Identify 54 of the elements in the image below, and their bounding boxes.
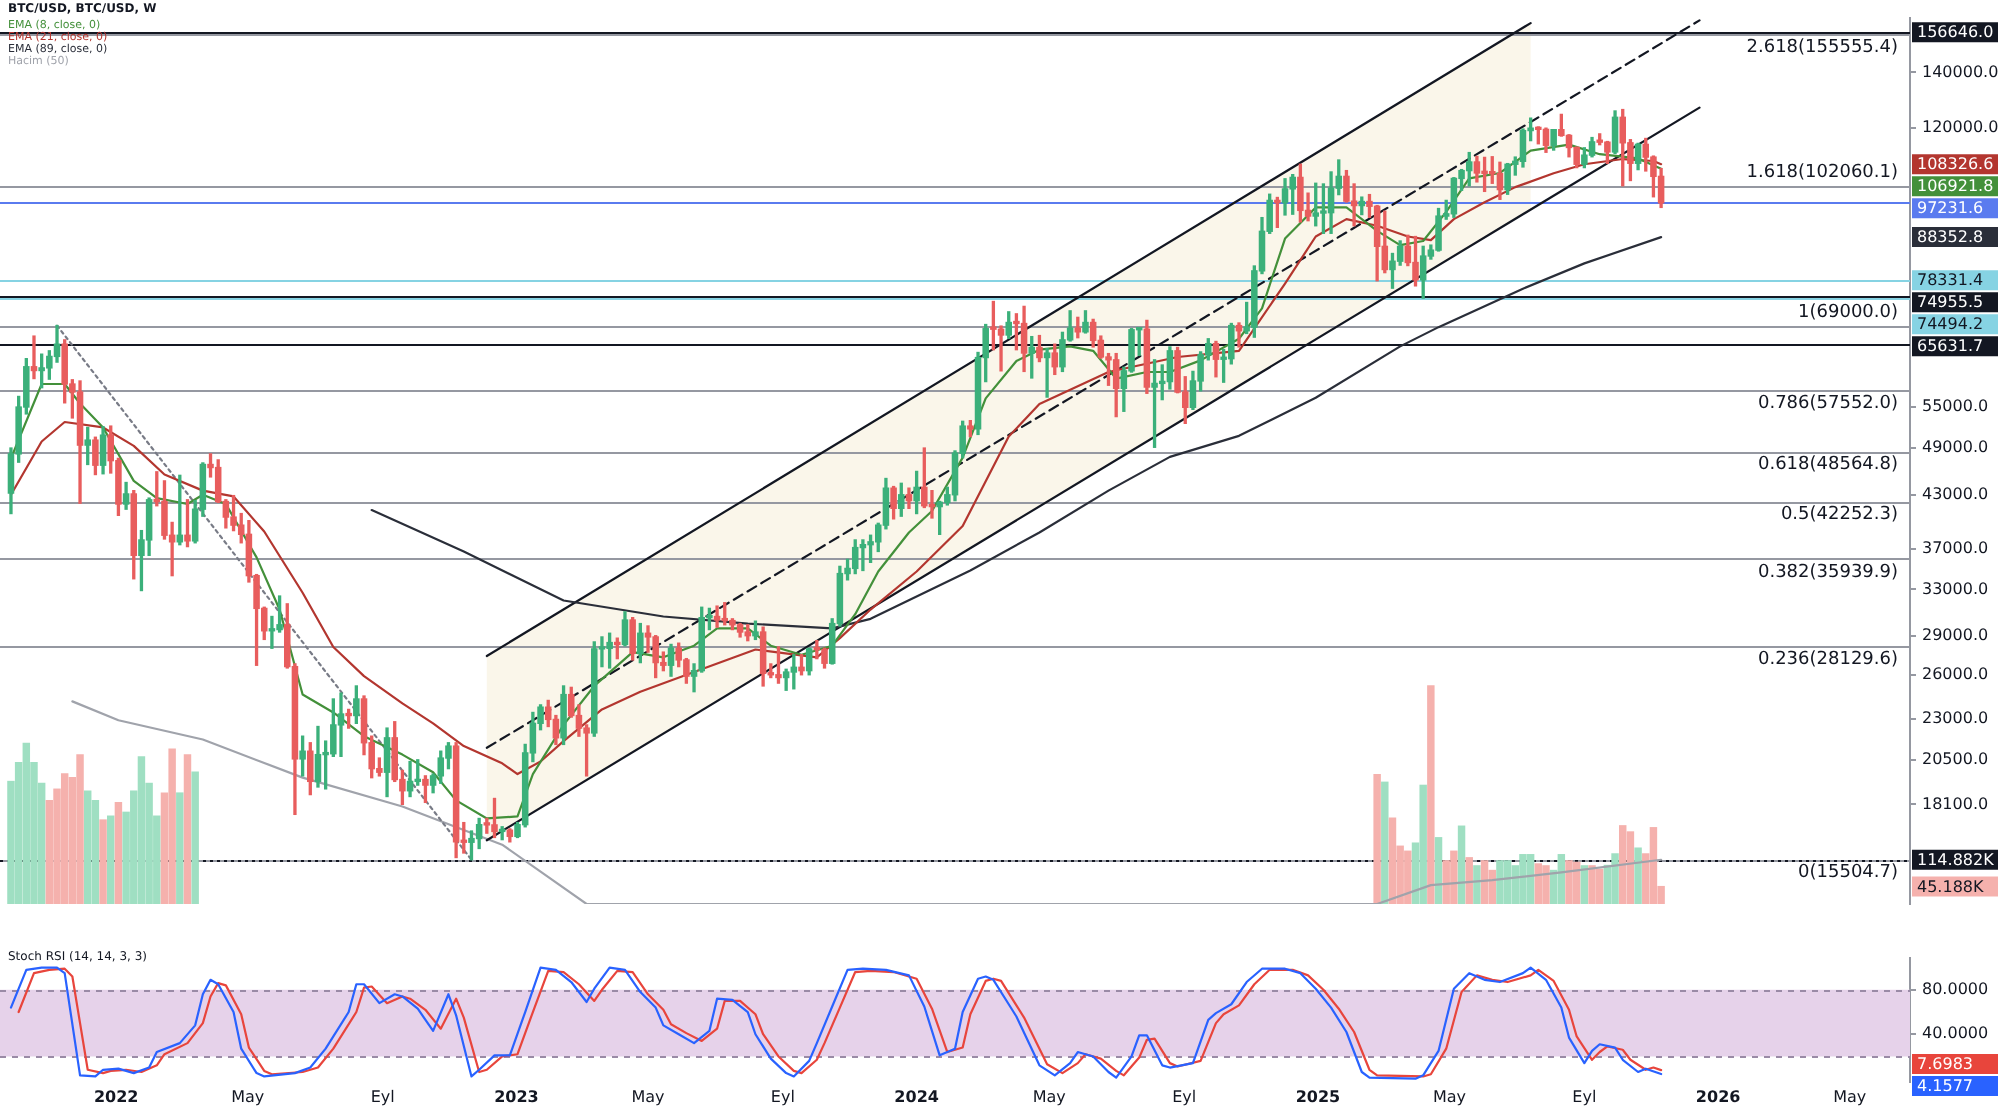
y-tick-label: 26000.0 [1922,664,1989,683]
y-tick-label: 43000.0 [1922,484,1989,503]
y-tick-label: 33000.0 [1922,579,1989,598]
candlestick [713,605,721,628]
ref-line-label: 0.618(48564.8) [1757,454,1898,475]
ref-line-label: 0.236(28129.6) [1757,650,1898,671]
x-tick-label: 2026 [1695,1087,1742,1106]
ref-line-label: 65631.7 [1917,337,1984,356]
y-tick-label: 40.0000 [1922,1024,1989,1043]
text: 7.6983 [1917,1055,1973,1074]
y-tick-label: 49000.0 [1922,438,1989,457]
x-tick-label: Eyl [370,1087,395,1106]
ref-line-label: 1.618(102060.1) [1746,163,1898,184]
y-tick-label: 80.0000 [1922,979,1989,998]
x-tick-label: May [1833,1087,1867,1106]
candlestick [337,692,345,757]
ref-line-label: 2.618(155555.4) [1746,38,1898,59]
y2-tick-label: 114.882K [1917,850,1996,869]
y-tick-label: 23000.0 [1922,708,1989,727]
x-tick-label: 2022 [93,1087,139,1106]
y-tick-label: 20500.0 [1922,749,1989,768]
x-tick-label: May [231,1087,265,1106]
text: 106921.8 [1917,177,1994,196]
x-tick-label: Eyl [1172,1087,1197,1106]
ref-line-label: 0.786(57552.0) [1757,394,1898,415]
x-tick-label: Eyl [770,1087,795,1106]
text: 108326.6 [1917,155,1994,174]
y-tick-label: 55000.0 [1922,396,1989,415]
y-tick-label: 37000.0 [1922,538,1989,557]
ref-line-label: 1(69000.0) [1798,303,1898,324]
ref-line-label: 78331.4 [1917,271,1984,290]
ref-line-label: 97231.6 [1917,199,1984,218]
text: 4.1577 [1917,1077,1973,1096]
text: 88352.8 [1917,228,1984,247]
x-tick-label: Eyl [1572,1087,1597,1106]
y2-tick-label: 45.188K [1917,877,1985,896]
x-tick-label: 2024 [894,1087,940,1106]
y-tick-label: 120000.0 [1922,117,1999,136]
x-tick-label: May [1032,1087,1067,1106]
ref-line-label: 156646.0 [1917,23,1994,42]
y-tick-label: 29000.0 [1922,625,1989,644]
ref-line-label: 74955.5 [1917,293,1984,312]
candlestick [1043,347,1051,398]
y-tick-label: 140000.0 [1922,62,1999,81]
x-tick-label: May [631,1087,666,1106]
y-tick-label: 18100.0 [1922,794,1989,813]
ref-line-label: 0(15504.7) [1798,863,1898,884]
x-tick-label: 2023 [494,1087,539,1106]
candlestick [30,335,38,380]
x-tick-label: 2025 [1295,1087,1342,1106]
ref-line-label: 0.382(35939.9) [1757,562,1898,583]
ref-line-label: 0.5(42252.3) [1780,504,1898,525]
x-tick-label: May [1432,1087,1467,1106]
ref-line-label: 74494.2 [1917,315,1984,334]
